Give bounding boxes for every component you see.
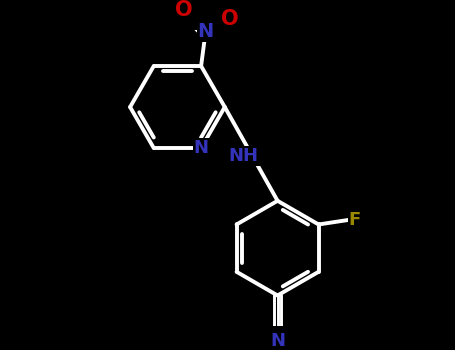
Text: F: F — [349, 211, 361, 229]
Text: O: O — [222, 9, 239, 29]
Text: N: N — [197, 22, 214, 41]
Text: N: N — [193, 139, 208, 157]
Text: O: O — [175, 0, 192, 20]
Text: N: N — [270, 332, 285, 350]
Text: NH: NH — [229, 147, 259, 165]
